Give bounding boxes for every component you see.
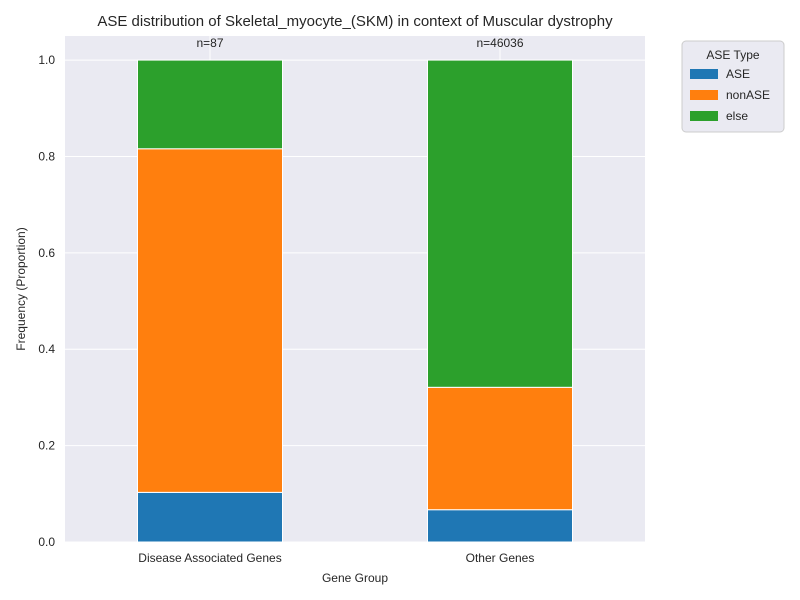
bars [137,59,573,543]
legend-swatch-else [690,111,718,121]
count-labels: n=87 n=46036 [196,36,523,50]
legend: ASE Type ASE nonASE else [681,40,785,133]
bar-segment-ase [137,491,283,543]
legend-swatch-ase [690,69,718,79]
chart-title: ASE distribution of Skeletal_myocyte_(SK… [97,13,613,30]
legend-label: else [726,109,748,123]
legend-label: ASE [726,67,750,81]
legend-box [681,40,785,133]
legend-title: ASE Type [706,48,759,62]
y-tick-label: 1.0 [38,53,55,67]
y-axis-label: Frequency (Proportion) [14,227,28,350]
y-tick-label: 0.4 [38,342,55,356]
count-label: n=46036 [476,36,523,50]
legend-swatch-nonase [690,90,718,100]
count-label: n=87 [196,36,223,50]
bar-segment-else [427,59,573,388]
bar-segment-nonase [427,386,573,511]
x-tick-labels: Disease Associated Genes Other Genes [138,551,534,565]
y-tick-label: 0.0 [38,535,55,549]
y-tick-label: 0.8 [38,149,55,163]
bar-segment-nonase [137,148,283,493]
bar-segment-else [137,59,283,150]
y-tick-labels: 0.0 0.2 0.4 0.6 0.8 1.0 [38,53,55,549]
legend-items: ASE nonASE else [690,67,770,123]
legend-label: nonASE [726,88,770,102]
x-tick-label: Disease Associated Genes [138,551,281,565]
x-axis-label: Gene Group [322,571,388,585]
x-tick-label: Other Genes [466,551,535,565]
y-tick-label: 0.6 [38,246,55,260]
y-tick-label: 0.2 [38,439,55,453]
bar-segment-ase [427,509,573,543]
